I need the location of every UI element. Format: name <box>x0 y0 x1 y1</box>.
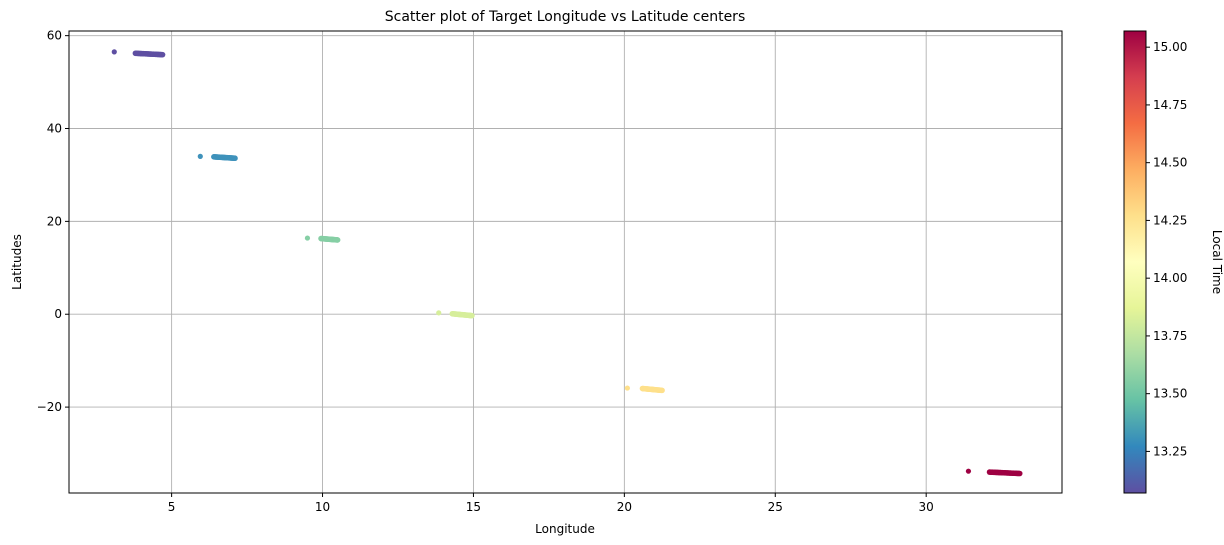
x-tick-label: 25 <box>768 500 783 514</box>
colorbar-tick-label: 15.00 <box>1153 40 1187 54</box>
x-tick-label: 30 <box>919 500 934 514</box>
x-axis-ticks: 5 10 15 20 25 30 <box>168 493 934 514</box>
y-tick-label: 20 <box>47 214 62 228</box>
plot-frame <box>68 30 1063 494</box>
chart-title: Scatter plot of Target Longitude vs Lati… <box>385 9 745 25</box>
colorbar: 13.25 13.50 13.75 14.00 14.25 14.50 14.75 15.00… <box>1123 30 1224 494</box>
colorbar-tick-label: 14.50 <box>1153 156 1187 170</box>
colorbar-tick-label: 13.25 <box>1153 444 1187 458</box>
data-points <box>111 49 1023 477</box>
x-tick-label: 5 <box>168 500 176 514</box>
scatter-point <box>469 312 475 319</box>
colorbar-tick-label: 14.25 <box>1153 213 1187 227</box>
y-axis-ticks: −20 0 20 40 60 <box>37 29 69 414</box>
colorbar-tick-label: 13.50 <box>1153 387 1187 401</box>
colorbar-ticks: 13.25 13.50 13.75 14.00 14.25 14.50 14.75 15.00 <box>1146 40 1187 458</box>
scatter-point <box>1016 470 1023 477</box>
y-axis-label: Latitudes <box>10 234 24 290</box>
scatter-point <box>304 235 311 241</box>
y-tick-label: 60 <box>47 29 62 43</box>
x-tick-label: 20 <box>617 500 632 514</box>
scatter-point <box>659 387 665 394</box>
colorbar-tick-label: 14.75 <box>1153 98 1187 112</box>
grid-lines <box>69 31 1062 493</box>
scatter-point <box>197 153 203 159</box>
y-tick-label: 0 <box>54 307 62 321</box>
y-tick-label: −20 <box>37 400 62 414</box>
x-axis-label: Longitude <box>535 522 595 536</box>
colorbar-tick-label: 14.00 <box>1153 271 1187 285</box>
colorbar-label: Local Time <box>1210 230 1224 294</box>
x-tick-label: 10 <box>315 500 330 514</box>
colorbar-tick-label: 13.75 <box>1153 329 1187 343</box>
scatter-point <box>436 310 442 316</box>
y-tick-label: 40 <box>47 122 62 136</box>
scatter-point <box>232 155 238 162</box>
scatter-point <box>159 51 166 58</box>
colorbar-gradient <box>1124 31 1146 493</box>
colorbar-frame <box>1123 30 1147 494</box>
scatter-point <box>624 385 630 391</box>
x-tick-label: 15 <box>466 500 481 514</box>
scatter-point <box>334 237 341 243</box>
scatter-point <box>111 49 117 55</box>
scatter-point <box>965 468 972 474</box>
